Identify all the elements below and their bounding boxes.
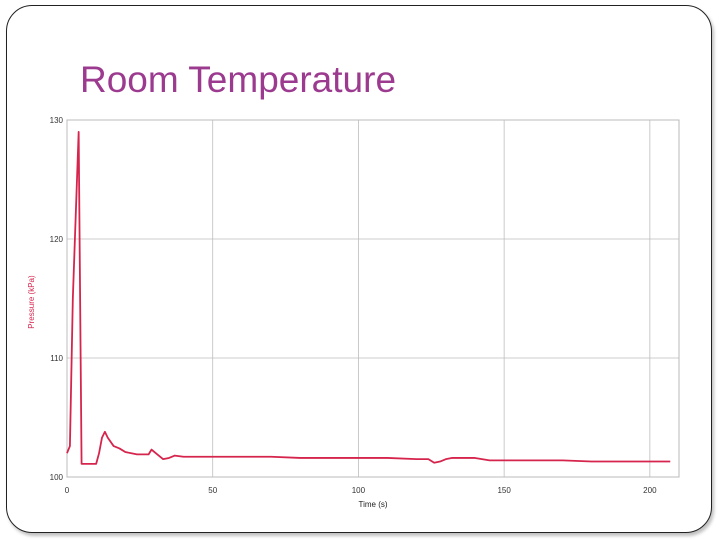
y-tick-label: 130 bbox=[50, 116, 64, 125]
y-tick-labels: 100 110 120 130 bbox=[50, 116, 64, 482]
x-tick-label: 0 bbox=[65, 486, 70, 495]
x-tick-labels: 0 50 100 150 200 bbox=[65, 486, 657, 495]
x-tick-label: 200 bbox=[643, 486, 657, 495]
x-tick-label: 100 bbox=[352, 486, 366, 495]
x-tick-label: 50 bbox=[208, 486, 217, 495]
x-axis-label: Time (s) bbox=[358, 500, 387, 509]
y-tick-label: 120 bbox=[50, 235, 64, 244]
series-line-pressure bbox=[66, 130, 671, 465]
series-group bbox=[66, 130, 671, 465]
y-axis-label: Pressure (kPa) bbox=[27, 275, 36, 329]
x-tick-label: 150 bbox=[497, 486, 511, 495]
y-tick-label: 110 bbox=[50, 354, 63, 363]
slide-title: Room Temperature bbox=[80, 59, 397, 100]
grid-lines bbox=[66, 119, 679, 478]
y-tick-label: 100 bbox=[50, 473, 64, 482]
plot-area bbox=[66, 119, 680, 478]
